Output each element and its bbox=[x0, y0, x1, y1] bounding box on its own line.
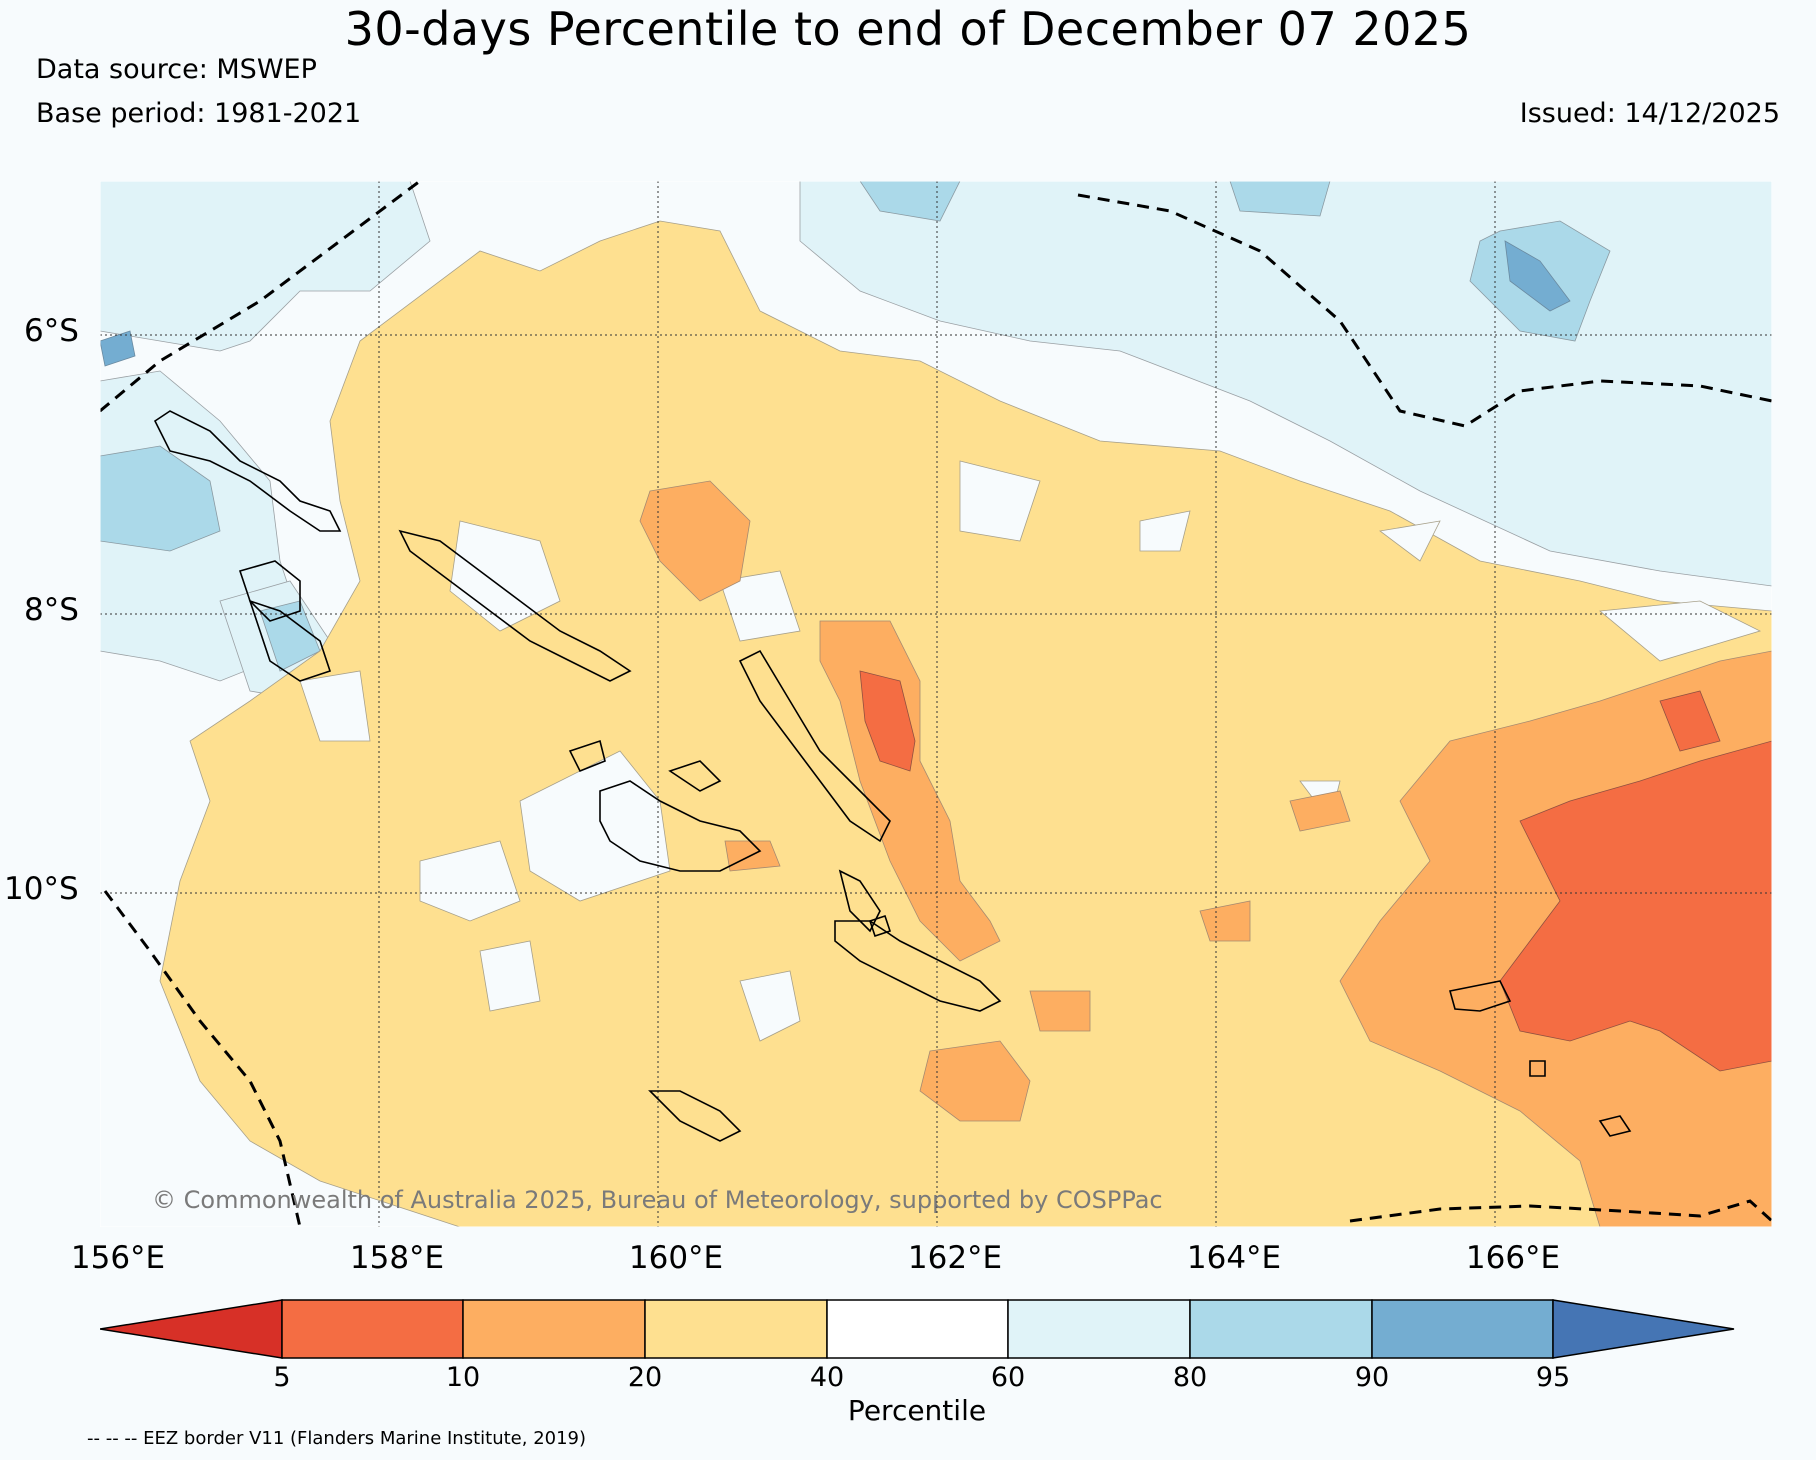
south-east-red-region bbox=[1499, 740, 1772, 1072]
base-period-label: Base period: 1981-2021 bbox=[36, 98, 362, 129]
white-hole-8 bbox=[739, 970, 801, 1042]
lon-label-164e: 164°E bbox=[1186, 1240, 1282, 1276]
eez-border-north-east bbox=[1077, 193, 1772, 428]
island-orange-blob bbox=[724, 840, 781, 872]
percentile-map bbox=[100, 181, 1772, 1227]
white-hole-9 bbox=[479, 940, 541, 1012]
east-orange-blob bbox=[1289, 790, 1351, 832]
north-central-orange-blob bbox=[639, 480, 751, 602]
north-east-dark-blue-blob bbox=[1504, 240, 1571, 312]
percentile-40-60-holes bbox=[299, 460, 1762, 1042]
colorbar-tick-5: 5 bbox=[273, 1362, 291, 1393]
north-east-blue-blob-3 bbox=[1229, 181, 1331, 217]
percentile-90-95-regions bbox=[100, 240, 1571, 367]
eez-footnote: -- -- -- EEZ border V11 (Flanders Marine… bbox=[87, 1428, 587, 1449]
colorbar-20-40 bbox=[644, 1299, 828, 1359]
colorbar-title: Percentile bbox=[847, 1394, 987, 1427]
eez-border-south-west bbox=[103, 890, 302, 1227]
west-dark-blue-blob bbox=[100, 330, 136, 367]
white-hole-4 bbox=[959, 460, 1041, 542]
colorbar-tick-80: 80 bbox=[1172, 1362, 1208, 1393]
white-hole-5 bbox=[1139, 510, 1191, 552]
lon-label-158e: 158°E bbox=[349, 1240, 445, 1276]
issued-date-label: Issued: 14/12/2025 bbox=[1519, 98, 1780, 129]
colorbar-5-10 bbox=[281, 1299, 464, 1359]
lon-label-156e: 156°E bbox=[70, 1240, 166, 1276]
eez-border-north-west bbox=[100, 181, 421, 413]
copyright-notice: © Commonwealth of Australia 2025, Bureau… bbox=[152, 1186, 1163, 1214]
white-hole-12 bbox=[719, 570, 801, 642]
colorbar-10-20 bbox=[462, 1299, 646, 1359]
lat-label-8s: 8°S bbox=[24, 592, 79, 628]
coastlines bbox=[153, 410, 1632, 1142]
colorbar bbox=[100, 1299, 1735, 1359]
colorbar-tick-60: 60 bbox=[990, 1362, 1026, 1393]
santa-cruz-island-1 bbox=[1448, 980, 1512, 1012]
lat-label-10s: 10°S bbox=[4, 871, 79, 907]
small-island-1 bbox=[868, 914, 892, 938]
south-central-orange-blob bbox=[919, 1040, 1031, 1122]
east-red-blob bbox=[1659, 690, 1721, 752]
small-island-2 bbox=[568, 739, 606, 773]
santa-isabel-island bbox=[738, 649, 891, 843]
data-source-label: Data source: MSWEP bbox=[36, 54, 317, 85]
colorbar-tick-10: 10 bbox=[445, 1362, 481, 1393]
white-hole-11 bbox=[299, 670, 371, 742]
guadalcanal-island bbox=[599, 780, 762, 872]
north-west-light-blue-region bbox=[100, 181, 431, 352]
page-title: 30-days Percentile to end of December 07… bbox=[344, 2, 1472, 56]
santa-cruz-island-3 bbox=[1598, 1115, 1632, 1137]
small-island-3 bbox=[668, 760, 722, 792]
colorbar-80-90 bbox=[1189, 1299, 1373, 1359]
west-blue-blob bbox=[100, 445, 221, 552]
central-red-blob bbox=[859, 670, 916, 772]
white-hole-7 bbox=[1599, 600, 1762, 662]
white-hole-3 bbox=[449, 520, 561, 632]
bougainville-island bbox=[153, 410, 342, 532]
santa-cruz-island-2 bbox=[1529, 1060, 1546, 1077]
map-gridlines bbox=[100, 181, 1772, 1227]
lon-label-166e: 166°E bbox=[1465, 1240, 1561, 1276]
malaita-island bbox=[838, 869, 881, 933]
map-canvas bbox=[100, 181, 1772, 1227]
colorbar-tick-90: 90 bbox=[1354, 1362, 1390, 1393]
eez-borders bbox=[100, 181, 1772, 1227]
colorbar-tick-95: 95 bbox=[1535, 1362, 1571, 1393]
east-orange-blob-2 bbox=[1199, 900, 1251, 942]
lon-label-162e: 162°E bbox=[907, 1240, 1003, 1276]
eez-border-south-east bbox=[1349, 1199, 1772, 1223]
colorbar-90-95 bbox=[1371, 1299, 1554, 1359]
choiseul-island bbox=[398, 529, 632, 682]
north-east-blue-blob-2 bbox=[859, 181, 961, 222]
makira-island bbox=[834, 920, 1002, 1012]
lon-label-160e: 160°E bbox=[628, 1240, 724, 1276]
colorbar-40-60 bbox=[826, 1299, 1009, 1359]
white-hole-2 bbox=[519, 750, 671, 902]
colorbar-below-5-arrow bbox=[100, 1299, 283, 1359]
rennell-island bbox=[648, 1090, 742, 1142]
colorbar-above-95-arrow bbox=[1552, 1299, 1735, 1359]
lat-label-6s: 6°S bbox=[24, 313, 79, 349]
colorbar-tick-40: 40 bbox=[809, 1362, 845, 1393]
mid-orange-blob bbox=[1029, 990, 1091, 1032]
percentile-5-10-regions bbox=[859, 670, 1772, 1072]
white-hole-1 bbox=[419, 840, 521, 922]
colorbar-tick-20: 20 bbox=[627, 1362, 663, 1393]
shortland-islands bbox=[248, 599, 332, 682]
white-hole-6 bbox=[1379, 520, 1441, 562]
colorbar-60-80 bbox=[1007, 1299, 1191, 1359]
